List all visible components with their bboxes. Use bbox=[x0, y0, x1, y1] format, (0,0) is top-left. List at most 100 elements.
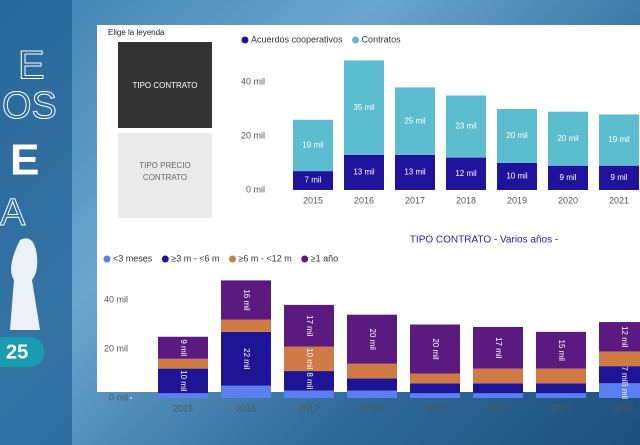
legend-swatch bbox=[352, 36, 360, 44]
y-tick-label: 0 mil bbox=[246, 184, 265, 194]
data-label: 9 mil bbox=[560, 173, 577, 182]
data-label: 12 mil bbox=[455, 169, 477, 178]
bar-segment bbox=[344, 154, 384, 190]
bar-segment bbox=[473, 326, 523, 369]
data-label: 8 mil bbox=[305, 372, 314, 389]
badge bbox=[0, 337, 44, 367]
data-label: 25 mil bbox=[404, 116, 426, 125]
bar-segment bbox=[446, 95, 486, 158]
bar-segment bbox=[347, 314, 397, 364]
selector-title: Elige la leyenda bbox=[108, 28, 165, 37]
data-label: 20 mil bbox=[368, 329, 377, 351]
x-tick-label: 2019 bbox=[507, 195, 527, 205]
bar-segment bbox=[284, 371, 334, 391]
x-tick-label: 2017 bbox=[299, 403, 319, 413]
bar-segment bbox=[347, 378, 397, 391]
bar-segment bbox=[599, 322, 640, 352]
bar-segment bbox=[293, 119, 333, 172]
bar-segment bbox=[284, 346, 334, 372]
y-tick-label: 40 mil bbox=[104, 294, 128, 304]
bg-text: 25 bbox=[6, 341, 28, 363]
x-tick-label: 2022 bbox=[614, 403, 634, 413]
bar-segment bbox=[284, 304, 334, 347]
data-label: 7 mil bbox=[305, 176, 322, 185]
legend-label: ≥3 m - <6 m bbox=[171, 253, 219, 263]
data-label: 10 mil bbox=[179, 370, 188, 392]
bar-segment bbox=[221, 280, 271, 320]
x-tick-label: 2015 bbox=[303, 195, 323, 205]
bar-segment bbox=[158, 336, 208, 359]
legend-swatch bbox=[241, 36, 249, 44]
option-label[interactable]: TIPO CONTRATO bbox=[132, 81, 197, 90]
legend-label: ≥1 año bbox=[311, 253, 338, 263]
legend-swatch bbox=[301, 255, 309, 263]
bar-segment bbox=[344, 60, 384, 155]
bar-segment bbox=[497, 109, 537, 163]
bar-segment bbox=[410, 373, 460, 384]
chart-title: TIPO CONTRATO - Varios años - bbox=[410, 235, 558, 246]
data-label: 35 mil bbox=[353, 103, 375, 112]
option-button[interactable] bbox=[118, 42, 212, 128]
data-label: 10 mil bbox=[305, 348, 314, 370]
bar-segment bbox=[548, 165, 588, 190]
bar-segment bbox=[473, 368, 523, 384]
data-label: 15 mil bbox=[557, 340, 566, 362]
data-label: 20 mil bbox=[557, 134, 579, 143]
legend-swatch bbox=[103, 255, 111, 263]
data-label: 13 mil bbox=[404, 168, 426, 177]
bar-segment bbox=[536, 331, 586, 369]
bg-text: E bbox=[10, 136, 39, 185]
legend-label: ≥6 m - <12 m bbox=[238, 253, 291, 263]
bar-segment bbox=[158, 393, 208, 398]
silhouette bbox=[10, 238, 40, 330]
option-button[interactable] bbox=[118, 133, 212, 218]
bar-segment bbox=[599, 383, 640, 398]
bar-segment bbox=[548, 111, 588, 166]
x-tick-label: 2016 bbox=[354, 195, 374, 205]
data-label: 12 mil bbox=[620, 326, 629, 348]
y-tick-label: 40 mil bbox=[241, 76, 265, 86]
data-label: 20 mil bbox=[431, 338, 440, 360]
data-label: 13 mil bbox=[353, 168, 375, 177]
bar-segment bbox=[536, 393, 586, 398]
bar-segment bbox=[347, 363, 397, 379]
bar-segment bbox=[347, 390, 397, 398]
bar-segment bbox=[536, 383, 586, 394]
bar-segment bbox=[395, 154, 435, 190]
x-tick-label: 2020 bbox=[558, 195, 578, 205]
bar-segment bbox=[221, 331, 271, 386]
bar-segment bbox=[599, 351, 640, 367]
data-label: 6 mil bbox=[620, 382, 629, 399]
x-tick-label: 2020 bbox=[488, 403, 508, 413]
bar-segment bbox=[473, 393, 523, 398]
bg-text: OS bbox=[2, 85, 57, 127]
legend-swatch bbox=[228, 255, 236, 263]
x-tick-label: 2015 bbox=[173, 403, 193, 413]
data-label: 23 mil bbox=[455, 122, 477, 131]
data-label: 16 mil bbox=[242, 289, 251, 311]
x-tick-label: 2017 bbox=[405, 195, 425, 205]
bar-segment bbox=[497, 163, 537, 190]
x-tick-label: 2016 bbox=[236, 403, 256, 413]
bar-segment bbox=[599, 165, 639, 190]
bar-segment bbox=[410, 393, 460, 398]
bar-segment bbox=[395, 87, 435, 155]
left-strip bbox=[0, 0, 72, 445]
x-tick-label: 2018 bbox=[456, 195, 476, 205]
x-tick-label: 2021 bbox=[609, 195, 629, 205]
bar-segment bbox=[221, 385, 271, 398]
data-label: 7 mil bbox=[620, 366, 629, 383]
data-label: 20 mil bbox=[506, 131, 528, 140]
bar-segment bbox=[293, 171, 333, 190]
bar-segment bbox=[536, 368, 586, 384]
data-label: 22 mil bbox=[242, 348, 251, 370]
data-label: 17 mil bbox=[305, 315, 314, 337]
bar-segment bbox=[599, 114, 639, 166]
legend-label: <3 meses bbox=[113, 253, 153, 263]
bar-segment bbox=[410, 383, 460, 394]
bar-segment bbox=[599, 366, 640, 384]
y-tick-label: 0 mil bbox=[109, 392, 128, 402]
legend-label: Contratos bbox=[362, 34, 402, 44]
option-label[interactable]: TIPO PRECIO CONTRATO bbox=[139, 161, 191, 182]
